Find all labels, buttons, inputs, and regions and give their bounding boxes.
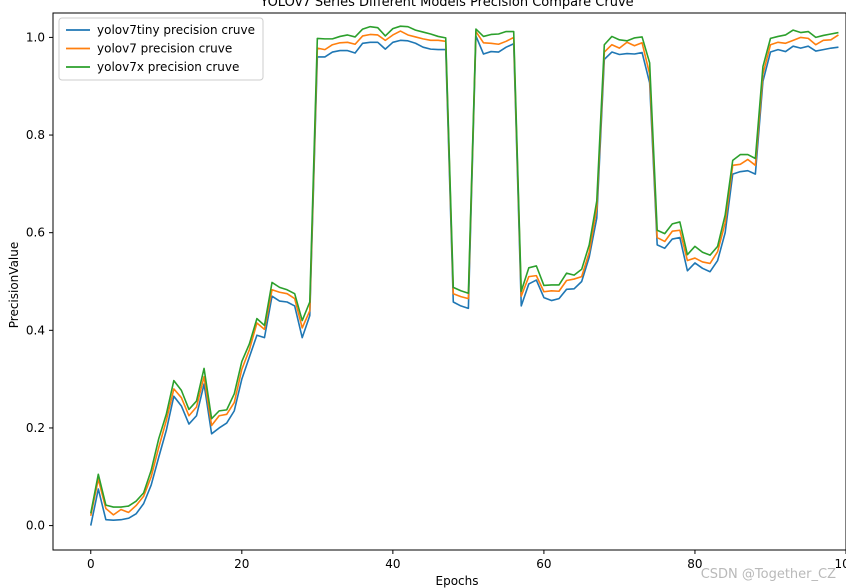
legend-label-2: yolov7x precision cruve [97,60,239,74]
legend-box [58,17,264,81]
plot-area [89,25,839,526]
x-tick-label: 20 [234,557,249,571]
y-tick-label: 0.0 [26,519,45,533]
y-tick-label: 0.6 [26,226,45,240]
series-line-0 [89,35,839,526]
y-tick-label: 0.2 [26,421,45,435]
x-axis-label: Epochs [436,574,479,588]
watermark: CSDN @Together_CZ [701,567,836,582]
x-tick-label: 60 [536,557,551,571]
axes: 0 20 40 60 80 100 0.0 0.2 0.4 0.6 0.8 1.0 [26,12,846,571]
x-tick-label: 80 [687,557,702,571]
chart-title: YOLOv7 Series Different Models Precision… [259,0,633,10]
x-tick-label: 40 [385,557,400,571]
x-tick-label: 0 [87,557,95,571]
legend-label-0: yolov7tiny precision cruve [97,23,255,37]
axes-frame [52,12,846,551]
legend: yolov7tiny precision cruve yolov7 precisi… [58,17,264,81]
series-line-1 [89,30,839,516]
legend-label-1: yolov7 precision cruve [97,42,232,56]
y-tick-label: 0.4 [26,323,45,337]
y-tick-label: 0.8 [26,128,45,142]
y-tick-label: 1.0 [26,30,45,44]
y-axis-label: PrecisionValue [7,242,21,329]
series-line-2 [89,25,839,514]
x-tick-label: 100 [835,557,846,571]
